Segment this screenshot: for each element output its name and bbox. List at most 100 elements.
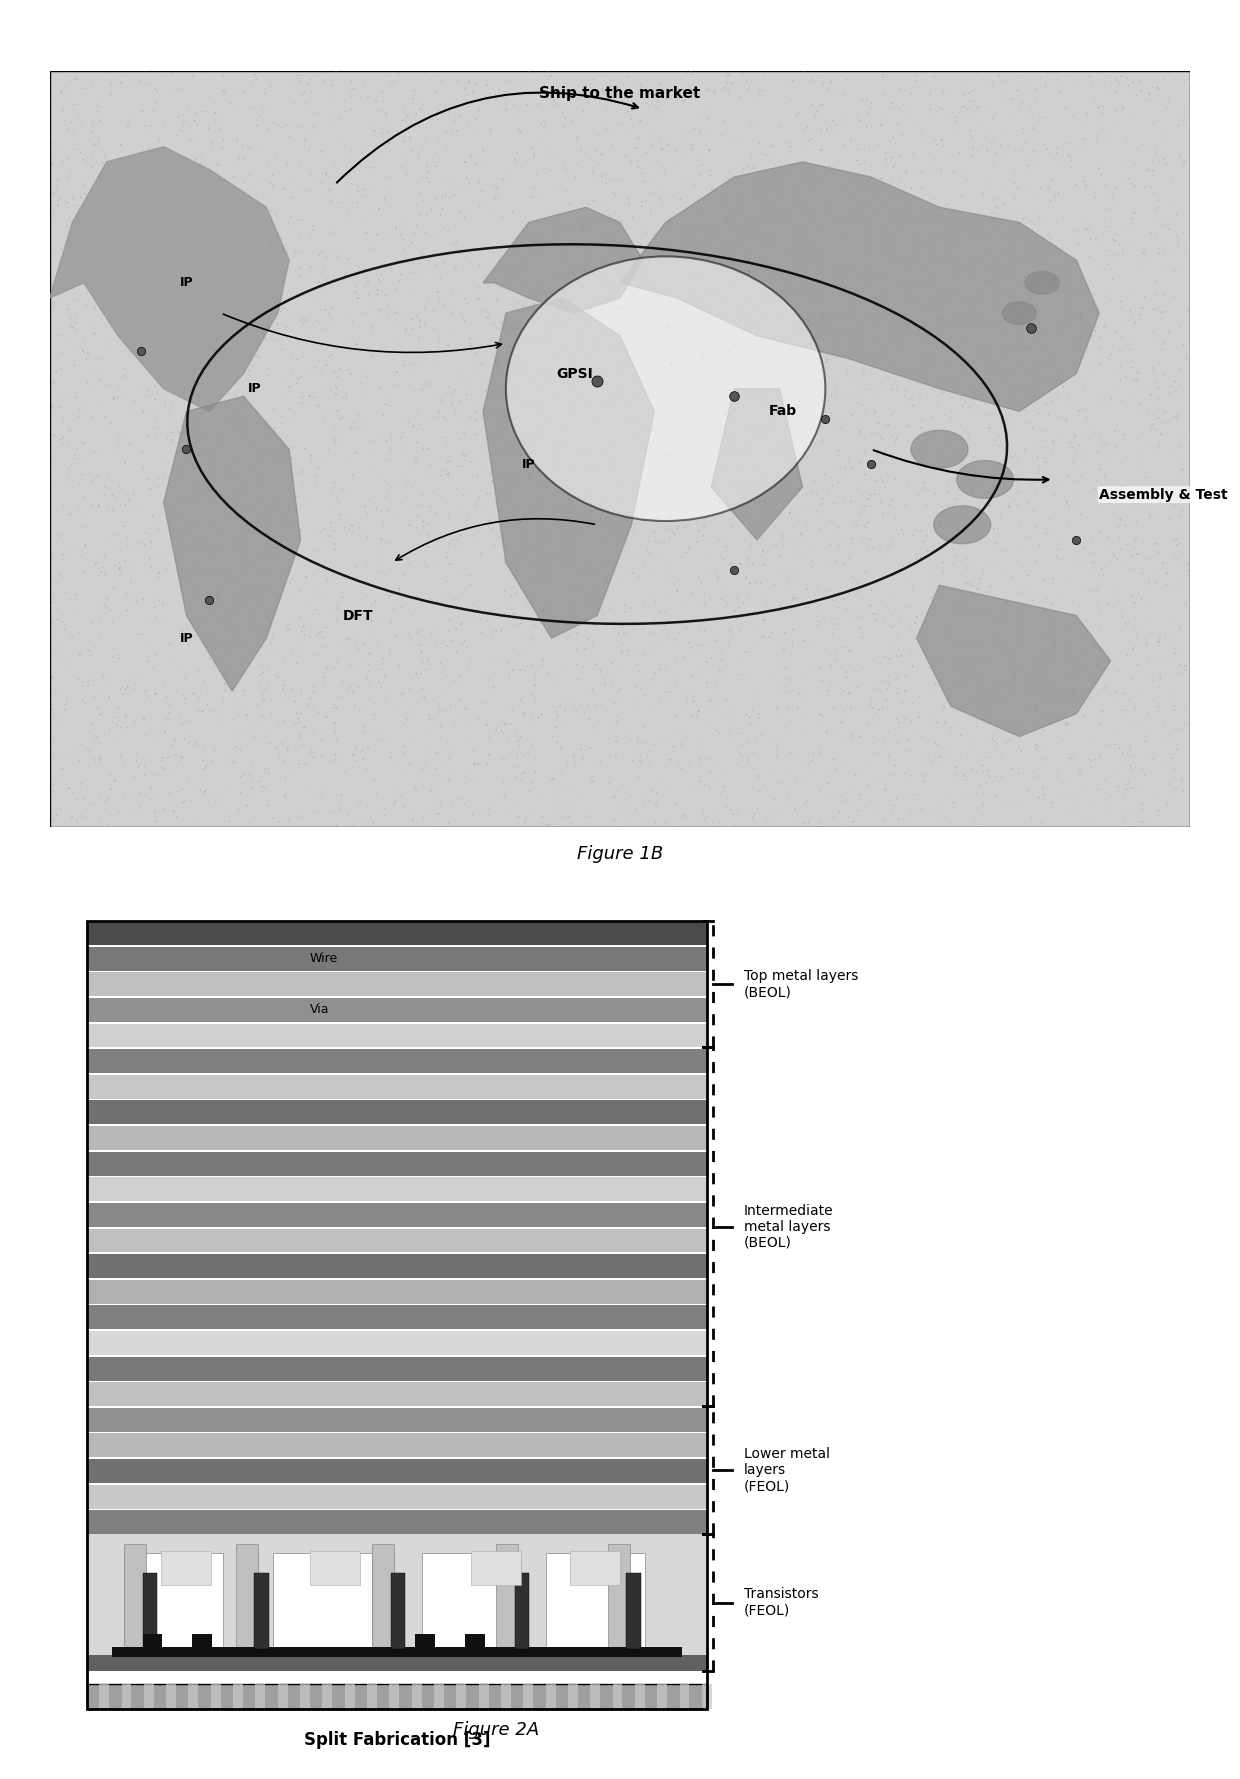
Point bbox=[766, 397, 786, 425]
Point bbox=[376, 60, 396, 89]
Point bbox=[613, 308, 632, 336]
Point bbox=[1172, 423, 1192, 452]
Point bbox=[533, 519, 553, 548]
Point bbox=[637, 427, 657, 455]
Point bbox=[928, 708, 947, 737]
Point bbox=[759, 295, 779, 324]
Point bbox=[154, 199, 174, 228]
Point bbox=[455, 75, 475, 103]
Point bbox=[564, 749, 584, 777]
Point bbox=[454, 560, 474, 589]
Point bbox=[414, 294, 434, 322]
Point bbox=[810, 808, 830, 836]
Point bbox=[655, 382, 675, 411]
Point bbox=[998, 651, 1018, 680]
Point bbox=[908, 480, 928, 509]
Point bbox=[873, 331, 893, 359]
Point bbox=[58, 779, 78, 808]
Point bbox=[368, 219, 388, 247]
Point bbox=[455, 148, 475, 176]
Point bbox=[658, 683, 678, 712]
Point bbox=[466, 489, 486, 518]
Point bbox=[425, 507, 445, 535]
Point bbox=[687, 183, 707, 212]
Point bbox=[1166, 715, 1185, 744]
Point bbox=[605, 270, 625, 299]
Point bbox=[596, 190, 616, 219]
Point bbox=[454, 769, 474, 797]
Point bbox=[712, 646, 732, 674]
Point bbox=[267, 486, 286, 514]
Point bbox=[1154, 85, 1174, 114]
Point bbox=[978, 415, 998, 443]
Point bbox=[598, 566, 618, 594]
Point bbox=[663, 141, 683, 169]
Point bbox=[718, 632, 738, 660]
Point bbox=[295, 751, 315, 779]
Point bbox=[950, 648, 970, 676]
Point bbox=[124, 617, 144, 646]
Point bbox=[367, 221, 387, 249]
Point bbox=[553, 229, 573, 258]
Point bbox=[899, 470, 919, 498]
Point bbox=[202, 514, 222, 543]
Point bbox=[224, 617, 244, 646]
Point bbox=[1132, 756, 1152, 785]
Point bbox=[715, 459, 735, 487]
Point bbox=[720, 712, 740, 740]
Point bbox=[351, 722, 371, 751]
Point bbox=[326, 148, 346, 176]
Point bbox=[326, 423, 346, 452]
Point bbox=[603, 132, 622, 160]
Point bbox=[1158, 683, 1178, 712]
Point bbox=[668, 749, 688, 777]
Point bbox=[187, 534, 207, 562]
Point bbox=[980, 692, 999, 720]
Point bbox=[1095, 173, 1115, 201]
Point bbox=[650, 649, 670, 678]
Point bbox=[784, 347, 804, 375]
Point bbox=[553, 100, 573, 128]
Point bbox=[1154, 238, 1174, 267]
Point bbox=[547, 427, 567, 455]
Point bbox=[508, 311, 528, 340]
Point bbox=[491, 308, 511, 336]
Point bbox=[507, 496, 527, 525]
Point bbox=[387, 306, 407, 334]
Point bbox=[1135, 761, 1154, 790]
Point bbox=[1013, 205, 1033, 233]
Point bbox=[62, 450, 82, 479]
Bar bbox=[635, 1683, 645, 1710]
Point bbox=[665, 562, 684, 591]
Point bbox=[884, 534, 904, 562]
Point bbox=[1068, 642, 1087, 671]
Point bbox=[1092, 493, 1112, 521]
Point bbox=[1136, 543, 1156, 571]
Point bbox=[1083, 528, 1102, 557]
Point bbox=[559, 473, 579, 502]
Point bbox=[873, 276, 893, 304]
Point bbox=[86, 254, 105, 283]
Point bbox=[563, 386, 583, 415]
Bar bbox=[546, 1553, 645, 1656]
Point bbox=[755, 333, 775, 361]
Point bbox=[666, 701, 686, 729]
Point bbox=[683, 699, 703, 728]
Point bbox=[43, 578, 63, 607]
Point bbox=[412, 754, 432, 783]
Point bbox=[672, 121, 692, 149]
Point bbox=[976, 706, 996, 735]
Point bbox=[867, 738, 887, 767]
Point bbox=[870, 487, 890, 516]
Point bbox=[932, 297, 952, 326]
Point bbox=[644, 221, 663, 249]
Point bbox=[608, 708, 627, 737]
Point bbox=[445, 400, 465, 429]
Point bbox=[68, 190, 88, 219]
Point bbox=[1090, 616, 1110, 644]
Point bbox=[1025, 548, 1045, 576]
Point bbox=[1171, 516, 1190, 544]
Point bbox=[77, 85, 97, 114]
Point bbox=[682, 662, 702, 690]
Point bbox=[985, 126, 1004, 155]
